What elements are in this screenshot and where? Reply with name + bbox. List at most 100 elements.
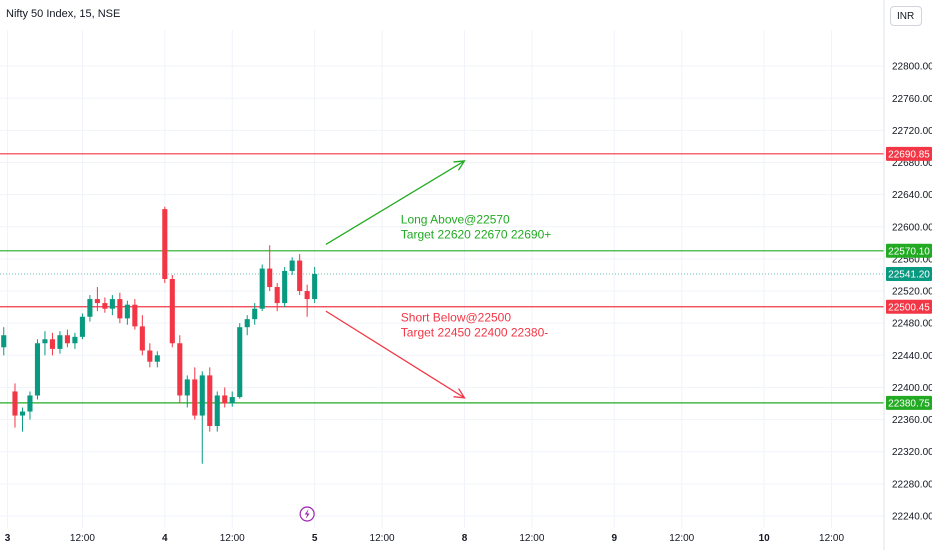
candle [139,315,145,356]
candle [12,383,18,428]
candle-body [192,379,198,416]
y-tick-label: 22680.00 [892,158,932,169]
level-price-label: 22570.10 [888,246,930,257]
candle [72,332,78,349]
candle-body [1,335,7,348]
candle [42,331,48,356]
candle [184,375,190,408]
level-price-label: 22380.75 [888,398,930,409]
candle [64,329,70,348]
candle-body [49,339,55,349]
candle-body [27,395,33,412]
trend-arrow[interactable] [325,160,466,246]
candle-body [274,287,280,304]
arrow-shaft [325,310,465,399]
candle [244,315,250,336]
candle-body [259,268,265,309]
candle [237,323,243,399]
candle-body [102,303,108,309]
candle-body [154,355,160,362]
candle-body [139,326,145,351]
level-price-tag [886,395,932,410]
candle-body [207,375,213,426]
lightning-icon [304,509,310,519]
x-tick-label: 3 [5,533,11,544]
candle-body [124,304,130,319]
candle [94,287,100,312]
annotation-text[interactable]: Target 22450 22400 22380- [401,326,548,340]
price-axis[interactable]: 22240.00 22280.00 22320.00 22360.00 22400.00… [883,0,932,550]
candle [222,387,228,408]
y-tick-label: 22760.00 [892,94,932,105]
candle-body [297,260,303,292]
x-tick-label: 5 [312,533,318,544]
level-price-label: 22690.85 [888,149,930,160]
x-tick-label: 9 [612,533,618,544]
candle [229,391,235,407]
candle [199,371,205,464]
candle [19,407,26,432]
candle-body [147,350,153,362]
last-price-label: 22541.20 [888,270,930,281]
candle-body [162,209,168,279]
candle [27,391,33,420]
level-price-label: 22500.45 [888,302,930,313]
annotation-text[interactable]: Long Above@22570 [401,213,510,227]
y-tick-label: 22720.00 [892,126,932,137]
annotation-text[interactable]: Target 22620 22670 22690+ [401,228,551,242]
arrow-head [453,388,466,399]
event-marker[interactable] [299,506,315,522]
candle-body [184,379,190,396]
candle [87,295,93,322]
candle [267,245,273,292]
candle-body [109,299,115,309]
y-tick-label: 22440.00 [892,351,932,362]
candle-body [57,335,63,349]
candle [297,254,303,296]
candle-body [72,336,78,344]
candle-body [304,291,310,300]
y-tick-label: 22800.00 [892,62,932,73]
annotation-text[interactable]: Short Below@22500 [401,311,512,325]
candle [289,257,295,275]
x-tick-label: 12:00 [519,533,544,544]
x-tick-label: 12:00 [70,533,95,544]
x-tick-label: 12:00 [220,533,245,544]
candle [154,351,160,368]
candle-body [169,279,175,344]
candle-body [222,395,228,404]
currency-button[interactable]: INR [890,6,922,26]
chart-grid [0,30,884,528]
symbol-title: Nifty 50 Index, 15, NSE [6,8,121,20]
last-price-tag [886,267,932,282]
candle [282,266,288,308]
candle-body [19,411,26,416]
x-tick-label: 4 [162,533,168,544]
y-tick-label: 22360.00 [892,415,932,426]
candle-body [12,391,18,416]
candle [162,206,168,284]
time-axis[interactable]: 3 12:00 4 12:00 5 12:00 8 12:00 9 12:00 10 12:00 [5,533,845,544]
candle-body [214,395,220,426]
candle [252,303,258,325]
candle [79,313,85,340]
candle-body [132,304,138,327]
candle-body [42,339,48,344]
candle [207,367,213,432]
y-tick-label: 22520.00 [892,287,932,298]
trend-arrows[interactable] [325,160,466,399]
x-tick-label: 12:00 [669,533,694,544]
y-tick-label: 22240.00 [892,511,932,522]
trend-arrow[interactable] [325,310,466,399]
candle [57,331,63,354]
candle [177,335,183,404]
x-tick-label: 10 [759,533,771,544]
y-tick-label: 22560.00 [892,254,932,265]
arrow-shaft [325,160,465,246]
candle [312,266,318,304]
candle [214,391,220,432]
candle [192,367,198,420]
candle-body [312,274,318,300]
